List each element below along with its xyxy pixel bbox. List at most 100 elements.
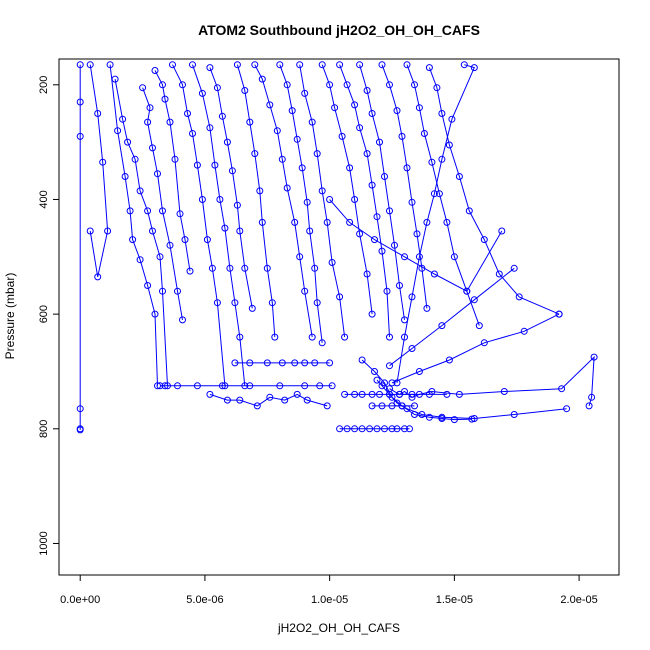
data-point — [356, 61, 364, 69]
series-29 — [368, 402, 418, 410]
data-point — [303, 198, 311, 206]
data-point — [313, 150, 321, 158]
data-point — [258, 75, 266, 83]
data-point — [376, 138, 383, 146]
data-point — [273, 127, 281, 135]
data-point — [179, 316, 186, 324]
data-point — [381, 379, 388, 387]
data-point — [356, 124, 364, 132]
data-point — [351, 425, 359, 433]
data-point — [283, 184, 291, 192]
data-point — [144, 282, 152, 289]
data-point — [358, 390, 366, 398]
series-21 — [386, 353, 598, 410]
data-point — [480, 339, 488, 347]
series-line — [339, 64, 390, 338]
data-point — [263, 264, 271, 272]
y-tick-label: 800 — [38, 420, 50, 438]
series-line — [406, 64, 480, 326]
series-2 — [106, 61, 161, 390]
data-point — [231, 359, 239, 367]
data-point — [323, 402, 331, 410]
series-4 — [139, 84, 186, 324]
data-point — [386, 362, 393, 370]
data-point — [411, 411, 418, 418]
data-point — [241, 87, 249, 94]
data-point — [241, 264, 249, 272]
data-point — [401, 425, 408, 433]
x-tick-label: 5.0e-06 — [186, 594, 223, 606]
data-point — [398, 402, 406, 410]
data-point — [343, 81, 351, 89]
data-point — [233, 201, 241, 209]
series-3 — [111, 75, 171, 390]
data-point — [425, 390, 433, 398]
data-point — [455, 390, 463, 398]
data-point — [301, 359, 309, 367]
data-point — [298, 164, 306, 172]
data-point — [276, 382, 284, 390]
data-point — [460, 61, 468, 69]
data-point — [378, 402, 386, 410]
series-line — [114, 79, 168, 386]
data-point — [104, 227, 112, 235]
data-point — [308, 118, 316, 126]
data-point — [443, 390, 451, 398]
data-point — [470, 296, 478, 304]
data-point — [358, 356, 366, 364]
data-point — [161, 382, 169, 390]
data-point — [386, 207, 393, 215]
data-point — [283, 81, 291, 89]
data-point — [386, 81, 393, 89]
data-point — [221, 224, 229, 232]
data-point — [203, 236, 211, 244]
data-point — [124, 138, 132, 146]
data-point — [403, 164, 411, 172]
data-point — [311, 264, 319, 272]
data-point — [455, 173, 463, 180]
series-line — [236, 64, 276, 338]
data-point — [398, 132, 406, 140]
data-point — [411, 402, 418, 410]
series-12 — [296, 61, 349, 341]
data-point — [119, 115, 127, 123]
data-point — [515, 293, 523, 301]
data-point — [159, 207, 166, 215]
data-point — [406, 425, 413, 433]
data-point — [396, 390, 403, 398]
data-point — [323, 218, 331, 226]
data-point — [226, 264, 234, 272]
data-point — [189, 130, 196, 137]
data-point — [386, 333, 393, 341]
y-tick-label: 200 — [38, 76, 50, 94]
data-point — [558, 385, 566, 393]
series-10 — [251, 61, 316, 341]
data-point — [450, 416, 458, 424]
series-line — [428, 67, 560, 315]
data-point — [393, 107, 401, 115]
series-line — [209, 393, 328, 407]
series-line — [396, 64, 475, 383]
data-point — [251, 150, 259, 158]
data-point — [438, 155, 446, 163]
x-tick-label: 2.0e-05 — [560, 594, 597, 606]
data-point — [311, 359, 319, 367]
data-point — [251, 61, 259, 69]
data-point — [218, 112, 226, 120]
data-point — [223, 396, 231, 404]
data-point — [428, 158, 436, 166]
data-point — [346, 164, 354, 172]
data-point — [463, 287, 471, 295]
data-point — [326, 81, 334, 89]
data-point — [326, 196, 334, 203]
data-point — [498, 227, 506, 235]
data-point — [423, 304, 431, 312]
series-line — [142, 87, 183, 320]
chart-title: ATOM2 Southbound jH2O2_OH_OH_CAFS — [198, 22, 480, 38]
data-point — [166, 118, 174, 126]
data-point — [368, 110, 376, 117]
data-point — [236, 396, 244, 404]
data-point — [351, 101, 359, 109]
data-point — [156, 382, 164, 390]
data-point — [246, 118, 254, 126]
